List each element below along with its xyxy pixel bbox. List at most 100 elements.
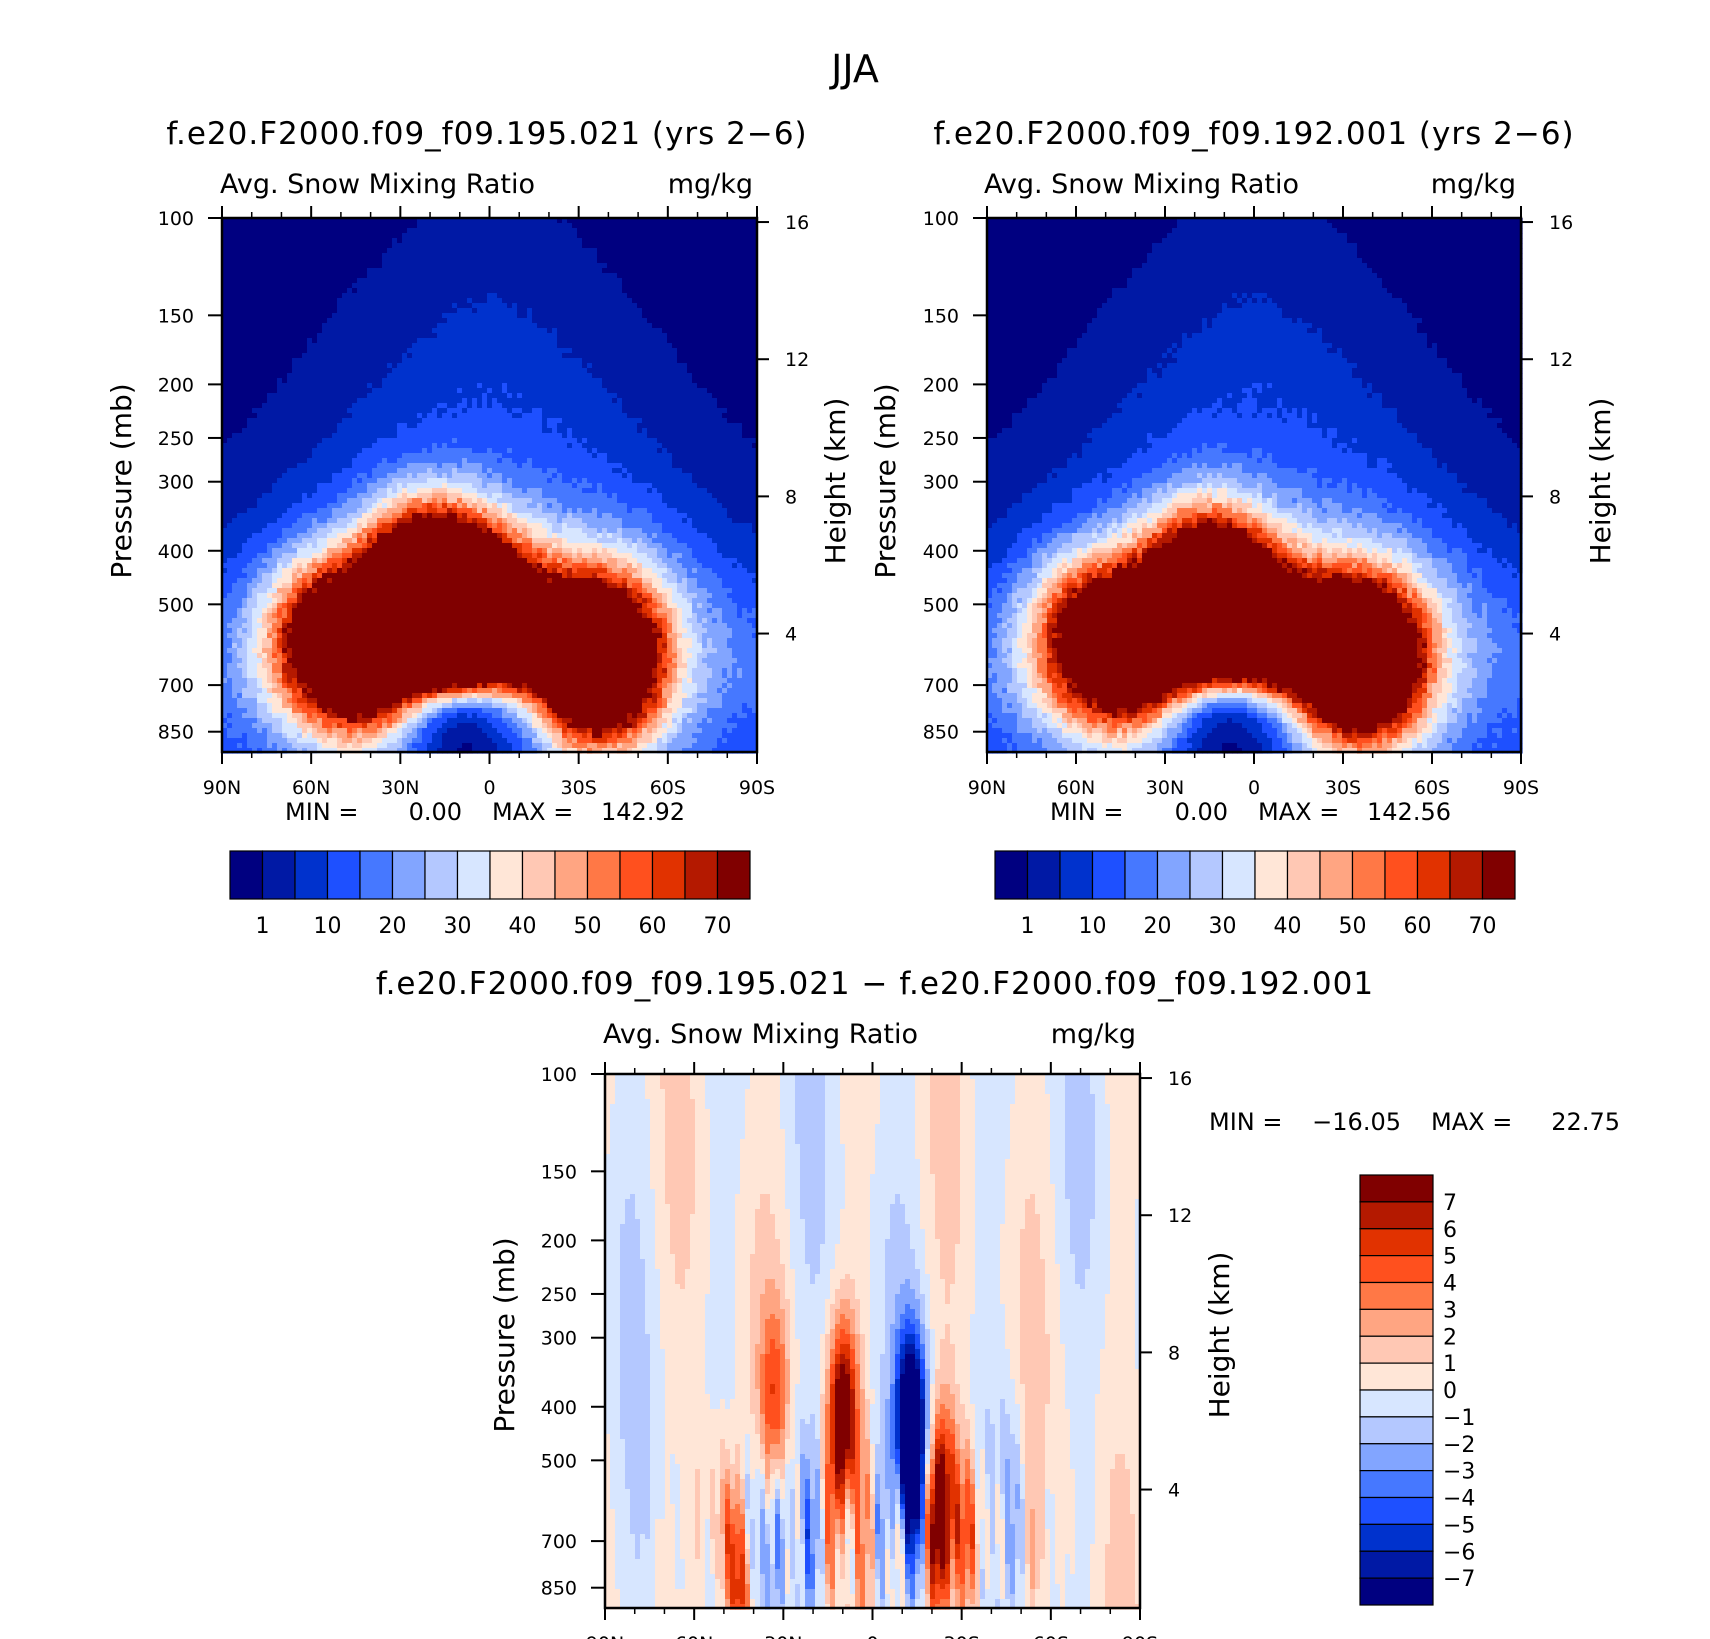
heatmap-cell <box>377 223 383 229</box>
heatmap-cell <box>527 423 533 429</box>
heatmap-cell <box>222 218 228 224</box>
heatmap-cell <box>527 273 533 279</box>
heatmap-cell <box>657 353 663 359</box>
heatmap-cell <box>307 423 313 429</box>
heatmap-cell <box>462 433 468 439</box>
heatmap-cell <box>732 388 738 394</box>
heatmap-cell <box>352 438 358 444</box>
heatmap-cell <box>702 303 708 309</box>
heatmap-cell <box>362 358 368 364</box>
heatmap-cell <box>282 343 288 349</box>
heatmap-cell <box>752 223 758 229</box>
heatmap-cell <box>627 353 633 359</box>
heatmap-cell <box>342 373 348 379</box>
heatmap-cell <box>587 233 593 239</box>
heatmap-cell <box>357 313 363 319</box>
heatmap-cell <box>447 298 453 304</box>
heatmap-cell <box>342 338 348 344</box>
heatmap-cell <box>302 253 308 259</box>
heatmap-cell <box>277 308 283 314</box>
heatmap-cell <box>632 278 638 284</box>
heatmap-cell <box>237 293 243 299</box>
heatmap-cell <box>482 258 488 264</box>
heatmap-cell <box>677 428 683 434</box>
heatmap-cell <box>307 248 313 254</box>
heatmap-cell <box>642 323 648 329</box>
heatmap-cell <box>377 238 383 244</box>
heatmap-cell <box>527 403 533 409</box>
heatmap-cell <box>312 268 318 274</box>
heatmap-cell <box>287 308 293 314</box>
heatmap-cell <box>512 448 518 454</box>
heatmap-cell <box>477 233 483 239</box>
heatmap-cell <box>617 343 623 349</box>
heatmap-cell <box>547 383 553 389</box>
heatmap-cell <box>377 293 383 299</box>
heatmap-cell <box>532 333 538 339</box>
heatmap-cell <box>727 343 733 349</box>
heatmap-cell <box>372 383 378 389</box>
heatmap-cell <box>302 363 308 369</box>
heatmap-cell <box>257 268 263 274</box>
heatmap-cell <box>497 443 503 449</box>
heatmap-cell <box>322 313 328 319</box>
heatmap-cell <box>607 308 613 314</box>
heatmap-cell <box>662 388 668 394</box>
heatmap-cell <box>307 398 313 404</box>
heatmap-cell <box>417 348 423 354</box>
heatmap-cell <box>297 408 303 414</box>
heatmap-cell <box>597 268 603 274</box>
heatmap-cell <box>587 318 593 324</box>
heatmap-cell <box>297 233 303 239</box>
heatmap-cell <box>272 218 278 224</box>
heatmap-cell <box>592 248 598 254</box>
heatmap-cell <box>237 348 243 354</box>
heatmap-cell <box>252 393 258 399</box>
heatmap-cell <box>717 358 723 364</box>
heatmap-cell <box>317 323 323 329</box>
heatmap-cell <box>317 378 323 384</box>
heatmap-cell <box>727 283 733 289</box>
heatmap-cell <box>322 358 328 364</box>
heatmap-cell <box>417 258 423 264</box>
heatmap-cell <box>242 288 248 294</box>
heatmap-cell <box>342 443 348 449</box>
heatmap-cell <box>742 353 748 359</box>
heatmap-cell <box>547 248 553 254</box>
heatmap-cell <box>327 413 333 419</box>
heatmap-cell <box>367 248 373 254</box>
heatmap-cell <box>287 423 293 429</box>
heatmap-cell <box>377 438 383 444</box>
heatmap-cell <box>407 228 413 234</box>
heatmap-cell <box>667 343 673 349</box>
heatmap-cell <box>737 368 743 374</box>
heatmap-cell <box>552 353 558 359</box>
heatmap-cell <box>707 363 713 369</box>
heatmap-cell <box>407 303 413 309</box>
heatmap-cell <box>642 408 648 414</box>
heatmap-cell <box>467 363 473 369</box>
heatmap-cell <box>737 218 743 224</box>
heatmap-cell <box>577 403 583 409</box>
heatmap-cell <box>572 418 578 424</box>
heatmap-cell <box>452 288 458 294</box>
heatmap-cell <box>327 328 333 334</box>
heatmap-cell <box>342 313 348 319</box>
heatmap-cell <box>422 428 428 434</box>
heatmap-cell <box>692 318 698 324</box>
heatmap-cell <box>522 233 528 239</box>
heatmap-cell <box>527 398 533 404</box>
heatmap-cell <box>397 373 403 379</box>
heatmap-cell <box>612 443 618 449</box>
heatmap-cell <box>507 218 513 224</box>
heatmap-cell <box>222 383 228 389</box>
heatmap-cell <box>617 218 623 224</box>
heatmap-cell <box>657 283 663 289</box>
heatmap-cell <box>377 428 383 434</box>
heatmap-cell <box>342 263 348 269</box>
heatmap-cell <box>742 378 748 384</box>
heatmap-cell <box>312 378 318 384</box>
heatmap-cell <box>517 373 523 379</box>
heatmap-cell <box>237 238 243 244</box>
heatmap-cell <box>552 428 558 434</box>
